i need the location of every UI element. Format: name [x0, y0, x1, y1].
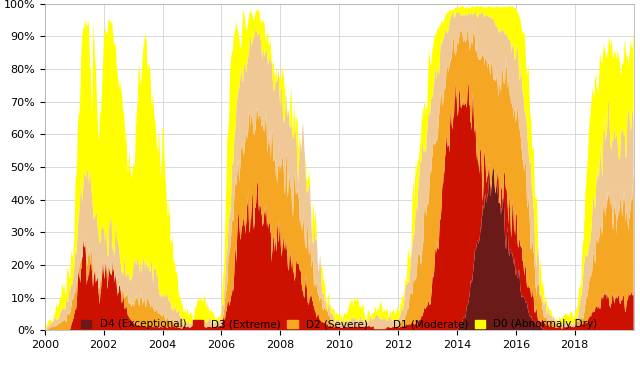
Legend: D4 (Exceptional), D3 (Extreme), D2 (Severe), D1 (Moderate), D0 (Abnormaly Dry): D4 (Exceptional), D3 (Extreme), D2 (Seve…: [79, 318, 600, 331]
